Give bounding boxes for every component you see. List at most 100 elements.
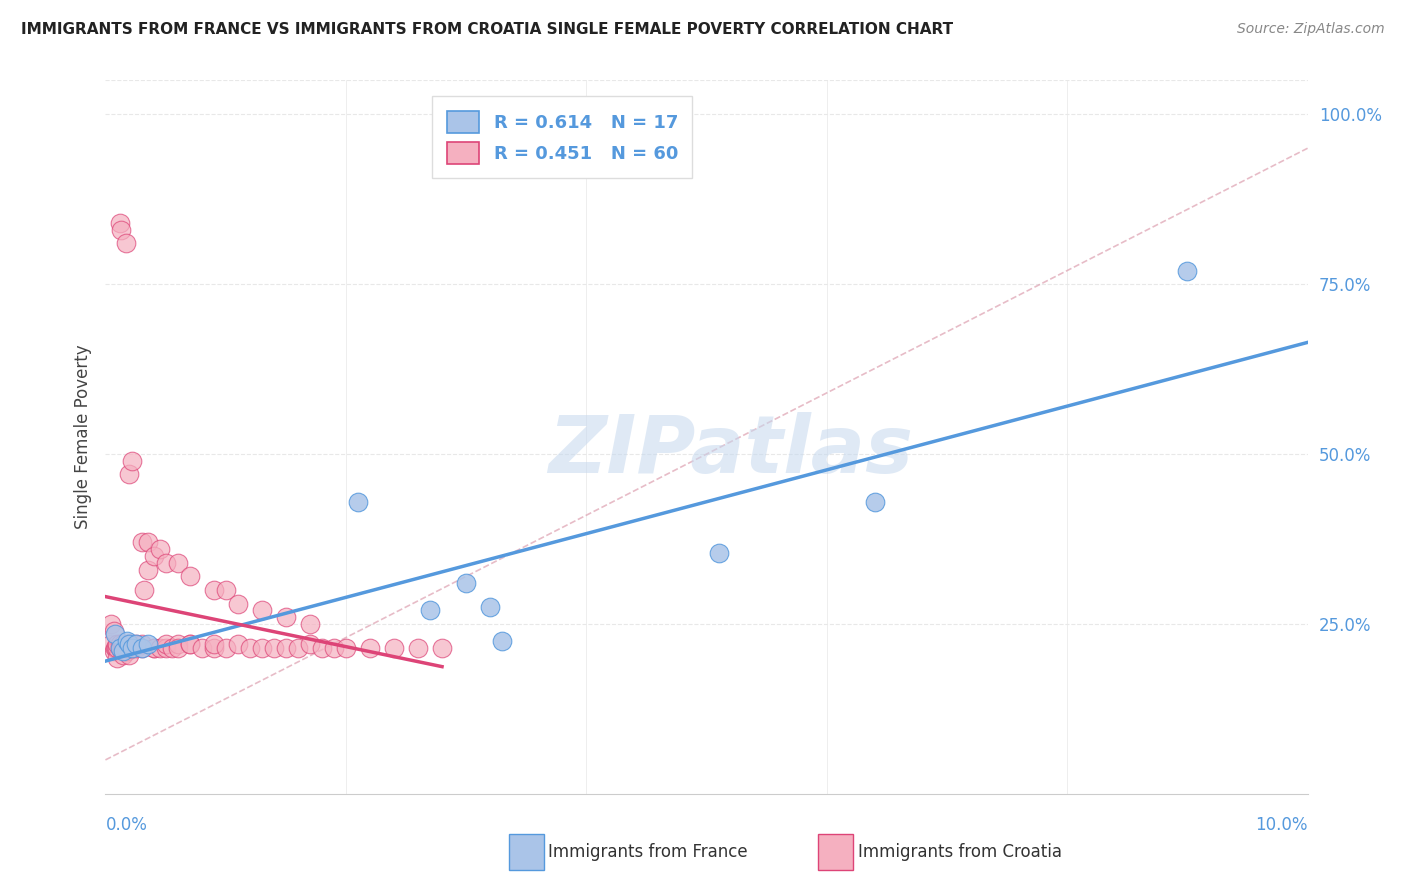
Point: [104, 640, 127, 655]
Point: [179, 637, 201, 651]
Point: [115, 634, 138, 648]
Point: [347, 494, 370, 508]
Point: [274, 640, 297, 655]
Point: [115, 644, 138, 658]
Point: [359, 640, 381, 655]
Point: [118, 648, 141, 662]
Point: [110, 640, 132, 655]
Point: [382, 640, 405, 655]
Text: 10.0%: 10.0%: [1256, 816, 1308, 834]
Point: [179, 569, 201, 583]
Point: [108, 640, 131, 655]
Point: [121, 640, 143, 655]
Text: Immigrants from France: Immigrants from France: [548, 843, 748, 861]
Text: Immigrants from Croatia: Immigrants from Croatia: [858, 843, 1062, 861]
Point: [250, 640, 273, 655]
Point: [124, 640, 146, 655]
Point: [118, 640, 141, 655]
Point: [107, 640, 129, 655]
Point: [107, 651, 129, 665]
Point: [142, 640, 165, 655]
Point: [121, 637, 143, 651]
Point: [108, 640, 131, 655]
Text: Source: ZipAtlas.com: Source: ZipAtlas.com: [1237, 22, 1385, 37]
Point: [108, 637, 131, 651]
Point: [108, 216, 131, 230]
Point: [202, 582, 225, 597]
Point: [131, 637, 153, 651]
Point: [107, 637, 129, 651]
Point: [124, 637, 146, 651]
Point: [112, 644, 135, 658]
Point: [454, 576, 477, 591]
Point: [118, 467, 141, 482]
Point: [202, 640, 225, 655]
Point: [104, 627, 127, 641]
Text: ZIPatlas: ZIPatlas: [548, 412, 912, 491]
Point: [103, 624, 125, 638]
Point: [155, 556, 177, 570]
Point: [179, 637, 201, 651]
Point: [226, 597, 249, 611]
Point: [115, 637, 138, 651]
Point: [298, 637, 321, 651]
Point: [166, 556, 188, 570]
Point: [226, 637, 249, 651]
Point: [479, 599, 502, 614]
Point: [202, 637, 225, 651]
Point: [214, 640, 236, 655]
Point: [136, 563, 159, 577]
Point: [274, 610, 297, 624]
Point: [121, 640, 143, 655]
Y-axis label: Single Female Poverty: Single Female Poverty: [73, 345, 91, 529]
Point: [263, 640, 285, 655]
Point: [131, 640, 153, 655]
Point: [214, 582, 236, 597]
Point: [115, 640, 138, 655]
Point: [419, 603, 441, 617]
Legend: R = 0.614   N = 17, R = 0.451   N = 60: R = 0.614 N = 17, R = 0.451 N = 60: [432, 96, 692, 178]
Point: [190, 640, 212, 655]
Point: [111, 640, 134, 655]
Point: [114, 640, 136, 655]
Point: [136, 637, 159, 651]
Point: [132, 582, 155, 597]
Point: [124, 637, 146, 651]
Point: [707, 546, 730, 560]
Point: [100, 637, 122, 651]
Point: [239, 640, 262, 655]
Point: [430, 640, 453, 655]
Point: [335, 640, 357, 655]
Text: 0.0%: 0.0%: [105, 816, 148, 834]
Point: [322, 640, 344, 655]
Point: [155, 637, 177, 651]
Point: [121, 454, 143, 468]
Point: [112, 640, 135, 655]
Point: [491, 634, 513, 648]
Point: [142, 549, 165, 563]
Point: [136, 535, 159, 549]
Point: [166, 637, 188, 651]
Point: [148, 542, 170, 557]
Point: [118, 637, 141, 651]
Point: [112, 648, 135, 662]
Point: [311, 640, 333, 655]
Point: [115, 236, 138, 251]
Point: [148, 640, 170, 655]
Point: [131, 535, 153, 549]
Point: [1175, 263, 1198, 277]
Point: [863, 494, 886, 508]
Point: [112, 637, 135, 651]
Point: [103, 644, 125, 658]
Point: [406, 640, 429, 655]
Point: [118, 640, 141, 655]
Point: [298, 617, 321, 632]
Point: [160, 640, 183, 655]
Point: [105, 640, 128, 655]
Point: [118, 637, 141, 651]
Point: [155, 640, 177, 655]
Text: IMMIGRANTS FROM FRANCE VS IMMIGRANTS FROM CROATIA SINGLE FEMALE POVERTY CORRELAT: IMMIGRANTS FROM FRANCE VS IMMIGRANTS FRO…: [21, 22, 953, 37]
Point: [287, 640, 309, 655]
Point: [100, 617, 122, 632]
Point: [110, 223, 132, 237]
